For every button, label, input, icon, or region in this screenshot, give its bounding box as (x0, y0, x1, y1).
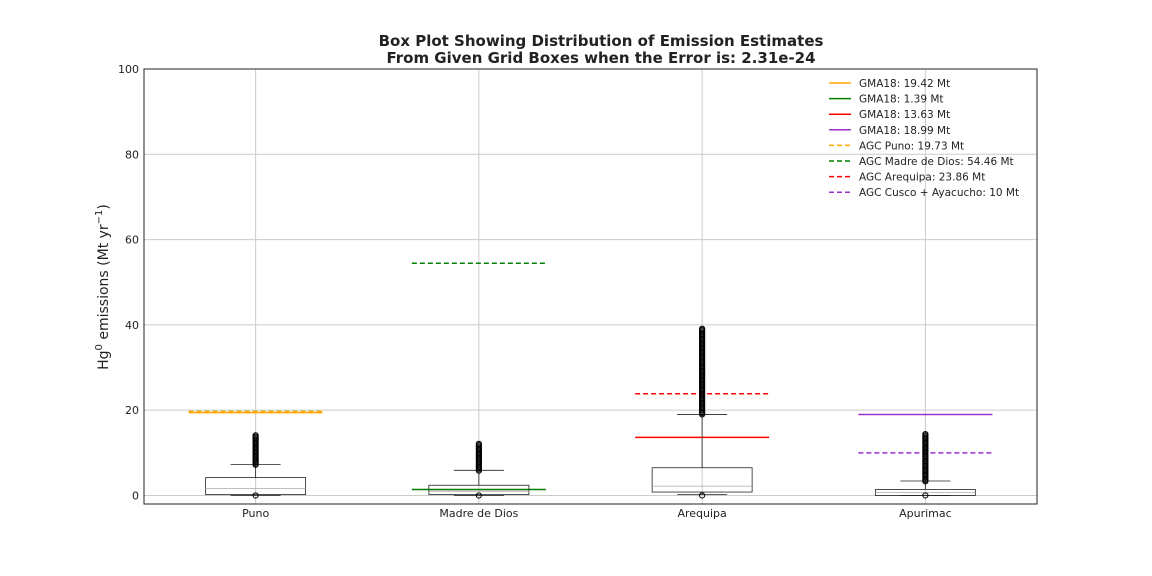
box-puno (205, 432, 307, 499)
legend-entry: GMA18: 19.42 Mt (829, 78, 950, 90)
outlier-point (699, 325, 706, 332)
outlier-point (922, 492, 929, 499)
outlier-point (475, 440, 482, 447)
legend-label: AGC Arequipa: 23.86 Mt (859, 172, 985, 184)
legend-entry: AGC Cusco + Ayacucho: 10 Mt (829, 187, 1019, 199)
legend-label: GMA18: 13.63 Mt (859, 109, 950, 121)
box-arequipa (651, 325, 753, 499)
outliers (699, 325, 706, 499)
plot-frame (143, 68, 1038, 505)
reference-lines (188, 262, 993, 491)
legend-label: AGC Puno: 19.73 Mt (859, 140, 964, 152)
y-tick-label: 40 (125, 319, 139, 332)
legend: GMA18: 19.42 Mt GMA18: 1.39 Mt GMA18: 13.6… (829, 78, 1019, 199)
y-tick-label: 20 (125, 404, 139, 417)
chart-title: Box Plot Showing Distribution of Emissio… (379, 32, 824, 50)
outlier-point (475, 492, 482, 499)
boxes (205, 325, 976, 499)
legend-entry: AGC Madre de Dios: 54.46 Mt (829, 156, 1014, 168)
legend-label: AGC Madre de Dios: 54.46 Mt (859, 156, 1014, 168)
outliers (475, 440, 482, 499)
iqr-box (205, 477, 307, 496)
x-tick-label: Madre de Dios (439, 507, 518, 520)
y-axis-label: Hg0 emissions (Mt yr−1) (94, 204, 112, 370)
legend-entry: AGC Arequipa: 23.86 Mt (829, 172, 985, 184)
outliers (922, 430, 929, 499)
legend-entry: GMA18: 18.99 Mt (829, 125, 950, 137)
y-axis-ticks: 0 20 40 60 80 100 (118, 63, 139, 502)
box-madre-de-dios (428, 440, 530, 499)
y-tick-label: 100 (118, 63, 139, 76)
box-apurimac (874, 430, 976, 499)
y-tick-label: 0 (132, 489, 139, 502)
y-tick-label: 60 (125, 234, 139, 247)
legend-entry: GMA18: 13.63 Mt (829, 109, 950, 121)
legend-label: AGC Cusco + Ayacucho: 10 Mt (859, 187, 1019, 199)
x-axis-ticks: Puno Madre de Dios Arequipa Apurimac (242, 507, 952, 520)
iqr-box (651, 467, 753, 493)
outliers (252, 432, 259, 499)
legend-label: GMA18: 1.39 Mt (859, 94, 944, 106)
y-tick-label: 80 (125, 148, 139, 161)
x-tick-label: Arequipa (677, 507, 726, 520)
legend-label: GMA18: 18.99 Mt (859, 125, 950, 137)
chart-subtitle: From Given Grid Boxes when the Error is:… (386, 49, 815, 67)
outlier-point (252, 492, 259, 499)
iqr-box (428, 484, 530, 496)
outlier-point (699, 492, 706, 499)
legend-label: GMA18: 19.42 Mt (859, 78, 950, 90)
x-tick-label: Puno (242, 507, 269, 520)
outlier-point (252, 432, 259, 439)
x-tick-label: Apurimac (899, 507, 952, 520)
legend-entry: GMA18: 1.39 Mt (829, 94, 944, 106)
legend-entry: AGC Puno: 19.73 Mt (829, 140, 964, 152)
outlier-point (922, 430, 929, 438)
